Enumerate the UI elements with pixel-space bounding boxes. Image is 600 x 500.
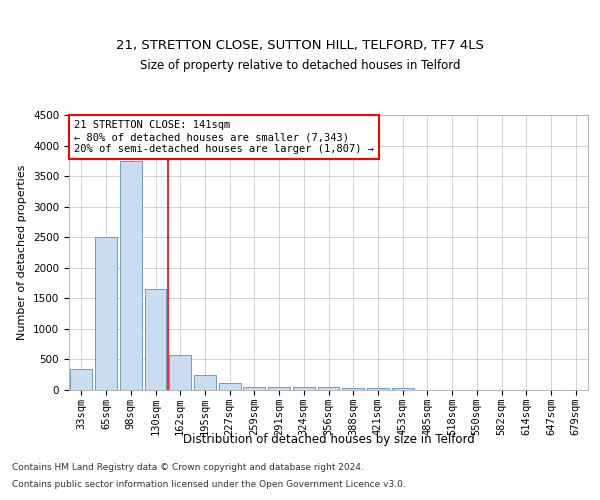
Text: Distribution of detached houses by size in Telford: Distribution of detached houses by size … xyxy=(183,432,475,446)
Bar xyxy=(120,161,142,390)
Y-axis label: Number of detached properties: Number of detached properties xyxy=(17,165,28,340)
Bar xyxy=(244,386,265,390)
Bar xyxy=(194,376,216,390)
Bar xyxy=(268,387,290,390)
Bar xyxy=(367,388,389,390)
Bar xyxy=(95,237,117,390)
Text: Contains HM Land Registry data © Crown copyright and database right 2024.: Contains HM Land Registry data © Crown c… xyxy=(12,464,364,472)
Bar xyxy=(343,388,364,390)
Text: Contains public sector information licensed under the Open Government Licence v3: Contains public sector information licen… xyxy=(12,480,406,489)
Text: 21 STRETTON CLOSE: 141sqm
← 80% of detached houses are smaller (7,343)
20% of se: 21 STRETTON CLOSE: 141sqm ← 80% of detac… xyxy=(74,120,374,154)
Bar xyxy=(169,354,191,390)
Bar xyxy=(145,289,166,390)
Bar xyxy=(293,387,314,390)
Text: 21, STRETTON CLOSE, SUTTON HILL, TELFORD, TF7 4LS: 21, STRETTON CLOSE, SUTTON HILL, TELFORD… xyxy=(116,40,484,52)
Bar xyxy=(317,387,340,390)
Bar xyxy=(70,368,92,390)
Bar xyxy=(392,388,413,390)
Bar xyxy=(219,384,241,390)
Text: Size of property relative to detached houses in Telford: Size of property relative to detached ho… xyxy=(140,60,460,72)
